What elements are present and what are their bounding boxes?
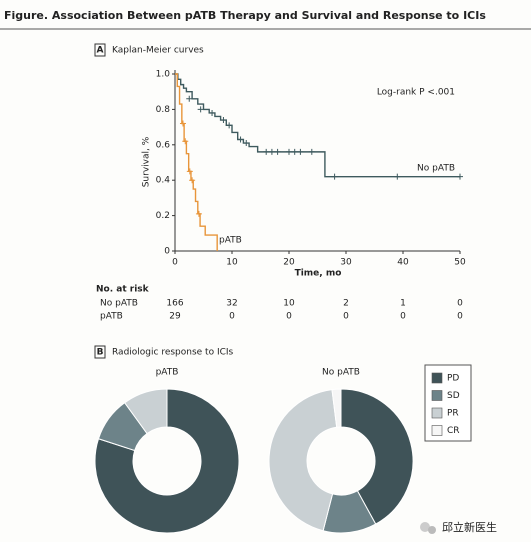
x-tick-label: 0 <box>172 258 178 268</box>
legend-label: CR <box>447 426 460 436</box>
legend-swatch <box>431 372 443 384</box>
annotation: Log-rank P <.001 <box>377 88 455 98</box>
figure-title: Figure. Association Between pATB Therapy… <box>4 9 486 22</box>
risk-count: 0 <box>229 312 235 322</box>
survival-curve <box>175 73 460 178</box>
censor-mark <box>189 177 196 184</box>
legend-label: SD <box>447 391 460 401</box>
risk-count: 0 <box>457 312 463 322</box>
risk-row-name: pATB <box>100 312 123 322</box>
y-tick-label: 0.8 <box>156 105 171 115</box>
y-tick-label: 1.0 <box>156 70 171 80</box>
risk-title: No. at risk <box>96 285 150 295</box>
risk-count: 0 <box>286 312 292 322</box>
risk-count: 0 <box>343 312 349 322</box>
x-tick-label: 10 <box>226 258 238 268</box>
donut-title: No pATB <box>322 368 360 378</box>
legend-label: PD <box>447 374 459 384</box>
risk-count: 32 <box>226 299 237 309</box>
panel-title: Radiologic response to ICIs <box>112 348 234 358</box>
censor-mark <box>179 120 186 127</box>
donut-slice <box>268 389 338 532</box>
legend-swatch <box>431 407 443 419</box>
legend-label: PR <box>447 409 459 419</box>
y-tick-label: 0.6 <box>156 140 171 150</box>
censor-mark <box>186 168 193 175</box>
donut-title: pATB <box>156 368 179 378</box>
censor-mark <box>220 117 227 124</box>
censor-mark <box>394 173 401 180</box>
risk-row-name: No pATB <box>100 299 138 309</box>
panel-label: B <box>97 348 104 358</box>
censor-mark <box>331 173 338 180</box>
risk-count: 29 <box>169 312 181 322</box>
watermark-icon <box>420 522 430 532</box>
x-tick-label: 30 <box>340 258 352 268</box>
censor-mark <box>195 210 202 217</box>
legend-swatch <box>431 390 443 401</box>
panel-box <box>94 43 106 57</box>
censor-mark <box>186 95 193 102</box>
legend-swatch <box>431 425 443 436</box>
y-tick-label: 0.4 <box>156 176 171 186</box>
risk-count: 0 <box>400 312 406 322</box>
censor-mark <box>209 109 216 116</box>
curve-label: pATB <box>219 236 242 246</box>
risk-count: 166 <box>166 299 183 309</box>
censor-mark <box>457 173 463 180</box>
donut-slice <box>340 388 414 525</box>
watermark-icon <box>428 526 436 534</box>
y-tick-label: 0.2 <box>156 211 170 221</box>
risk-count: 10 <box>283 299 295 309</box>
censor-mark <box>274 148 281 155</box>
x-tick-label: 40 <box>397 258 409 268</box>
x-tick-label: 20 <box>283 258 295 268</box>
panel-box <box>94 345 106 359</box>
risk-count: 0 <box>457 299 463 309</box>
censor-mark <box>268 148 275 155</box>
censor-mark <box>243 140 250 147</box>
donut-slice <box>331 388 342 428</box>
censor-mark <box>308 148 315 155</box>
risk-count: 2 <box>343 299 349 309</box>
x-tick-label: 50 <box>454 258 466 268</box>
censor-mark <box>297 148 304 155</box>
y-tick-label: 0 <box>164 247 170 257</box>
panel-label: A <box>97 46 104 56</box>
censor-mark <box>226 122 233 129</box>
curve-label: No pATB <box>417 164 455 174</box>
donut-slice <box>94 388 240 534</box>
censor-mark <box>291 148 298 155</box>
watermark: 邱立新医生 <box>442 520 497 534</box>
x-axis-label: Time, mo <box>295 269 342 279</box>
censor-mark <box>237 136 244 143</box>
censor-mark <box>182 138 189 145</box>
risk-count: 1 <box>400 299 406 309</box>
y-axis-label: Survival, % <box>142 136 152 187</box>
censor-mark <box>197 106 204 113</box>
panel-title: Kaplan-Meier curves <box>112 46 204 56</box>
censor-mark <box>263 148 270 155</box>
censor-mark <box>286 148 292 155</box>
